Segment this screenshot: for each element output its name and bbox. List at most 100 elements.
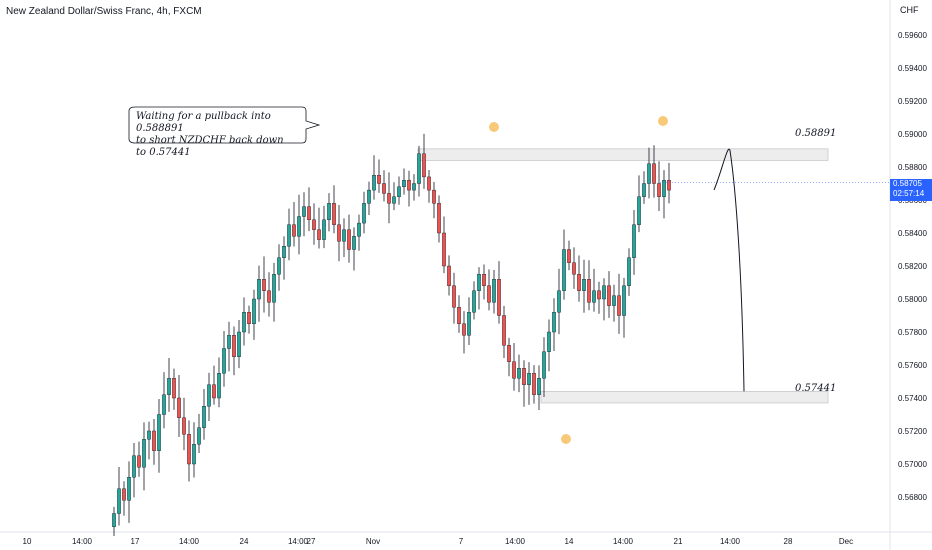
candle-body	[372, 175, 376, 191]
time-axis-tick: Nov	[366, 537, 380, 546]
candle-body	[277, 257, 281, 275]
candle-body	[652, 163, 656, 184]
price-axis-tick: 0.57800	[898, 328, 927, 337]
candle-body	[157, 414, 161, 451]
candle-body	[257, 279, 261, 300]
price-countdown: 02:57:14	[893, 189, 925, 198]
time-axis-tick: 7	[459, 537, 464, 546]
candle-body	[402, 179, 406, 187]
candle-body	[597, 290, 601, 300]
candle-body	[197, 427, 201, 445]
candle-body	[632, 224, 636, 258]
candle-body	[317, 229, 321, 240]
support-zone	[540, 390, 829, 404]
candle-body	[522, 368, 526, 385]
price-axis-tick: 0.58000	[898, 295, 927, 304]
price-axis-tick: 0.58400	[898, 229, 927, 238]
candle-body	[537, 378, 541, 395]
candle-body	[472, 290, 476, 313]
candle-body	[187, 434, 191, 465]
candle-body	[132, 455, 136, 478]
time-axis-tick: 21	[674, 537, 683, 546]
candle-body	[207, 384, 211, 407]
annotation-line-2: to short NZDCHF back down to 0.57441	[136, 135, 284, 158]
candle-body	[627, 257, 631, 286]
candle-body	[467, 312, 471, 336]
candle-body	[142, 439, 146, 468]
candle-body	[387, 193, 391, 204]
candle-body	[312, 219, 316, 230]
candle-body	[442, 232, 446, 267]
candle-body	[172, 378, 176, 399]
candle-body	[612, 295, 616, 306]
candle-body	[397, 186, 401, 197]
candle-body	[407, 179, 411, 191]
candle-body	[377, 175, 381, 184]
candle-body	[642, 183, 646, 197]
annotation-line-1: Waiting for a pullback into 0.588891	[136, 111, 271, 134]
candle-body	[432, 189, 436, 204]
last-price-value: 0.58705	[893, 179, 922, 188]
candle-body	[527, 373, 531, 386]
candle-body	[477, 274, 481, 291]
time-axis-tick: 14:00	[505, 537, 526, 546]
candle-body	[177, 397, 181, 418]
price-axis-tick: 0.57000	[898, 460, 927, 469]
candle-body	[582, 279, 586, 291]
candle-body	[427, 176, 431, 191]
candle-body	[337, 224, 341, 242]
candle-body	[307, 206, 311, 221]
time-axis-tick: 14:00	[720, 537, 741, 546]
candle-body	[492, 279, 496, 303]
candle-body	[507, 345, 511, 362]
time-axis-tick: 14:00	[72, 537, 93, 546]
candle-body	[357, 222, 361, 237]
candle-body	[232, 335, 236, 357]
chart-title: New Zealand Dollar/Swiss Franc, 4h, FXCM	[6, 6, 202, 17]
candle-body	[617, 295, 621, 316]
time-axis-tick: Dec	[839, 537, 853, 546]
candle-body	[322, 219, 326, 240]
annotation-callout[interactable]: Waiting for a pullback into 0.588891 to …	[129, 107, 302, 158]
candle-body	[147, 430, 151, 440]
candle-body	[532, 373, 536, 395]
candle-body	[217, 373, 221, 399]
candle-body	[517, 368, 521, 379]
candle-body	[192, 444, 196, 465]
time-axis-tick: 14:00	[288, 537, 309, 546]
time-axis-tick: 14:00	[179, 537, 200, 546]
candle-body	[167, 378, 171, 395]
candle-body	[572, 262, 576, 275]
price-axis-tick: 0.58800	[898, 163, 927, 172]
time-axis-tick: 27	[307, 537, 316, 546]
price-axis-tick: 0.59600	[898, 31, 927, 40]
candle-body	[607, 285, 611, 306]
candle-body	[422, 153, 426, 178]
swing-point-marker	[658, 116, 668, 126]
candle-body	[237, 331, 241, 357]
candle-body	[542, 351, 546, 379]
time-axis-tick: 17	[131, 537, 140, 546]
candle-body	[567, 249, 571, 263]
swing-point-marker	[561, 434, 571, 444]
candle-body	[482, 274, 486, 287]
swing-point-marker	[489, 122, 499, 132]
candle-body	[227, 335, 231, 349]
candle-body	[242, 312, 246, 333]
price-axis-tick: 0.59400	[898, 64, 927, 73]
resistance-zone	[417, 148, 829, 161]
candle-body	[602, 285, 606, 300]
candle-body	[127, 477, 131, 501]
candle-body	[362, 203, 366, 224]
candle-body	[622, 285, 626, 316]
callout-bubble	[128, 106, 321, 144]
currency-label: CHF	[900, 5, 919, 15]
time-axis-tick: 24	[240, 537, 249, 546]
candle-body	[662, 179, 666, 197]
candle-body	[667, 179, 671, 191]
candle-body	[447, 265, 451, 286]
candle-body	[122, 488, 126, 501]
price-axis-tick: 0.58200	[898, 262, 927, 271]
candle-body	[412, 183, 416, 191]
